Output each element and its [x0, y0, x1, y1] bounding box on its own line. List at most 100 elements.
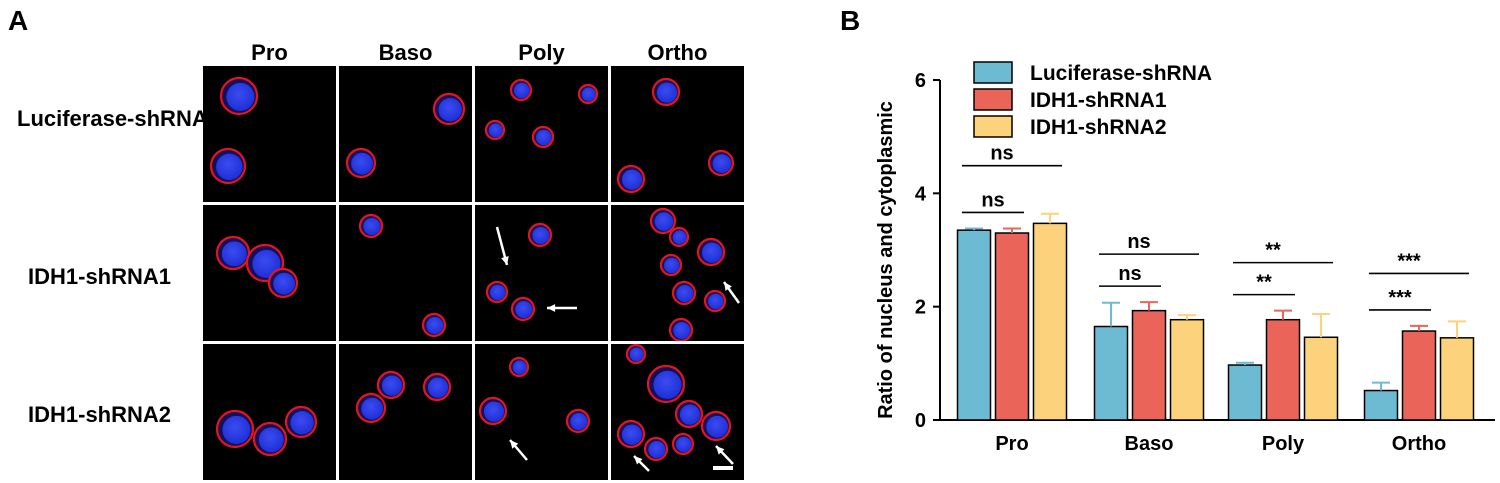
cell	[215, 409, 255, 449]
significance-label: **	[1256, 272, 1272, 294]
legend-swatch	[973, 88, 1013, 111]
significance-label: ***	[1397, 250, 1421, 272]
cell	[267, 267, 299, 299]
row-label: IDH1-shRNA1	[28, 264, 171, 289]
micrograph-grid	[203, 66, 744, 480]
bar	[1131, 309, 1167, 421]
error-bar	[1041, 212, 1059, 224]
micrograph-tile	[475, 66, 608, 202]
column-label-ortho: Ortho	[648, 40, 708, 65]
significance-label: ns	[1118, 263, 1141, 285]
significance-label: ns	[1127, 231, 1150, 253]
cell	[700, 410, 732, 442]
x-tick-label: Poly	[1262, 433, 1305, 455]
legend-label: Luciferase-shRNA	[1030, 62, 1212, 85]
column-label-poly: Poly	[518, 40, 565, 65]
cell	[668, 226, 690, 248]
cell	[527, 222, 553, 248]
cell	[577, 83, 599, 105]
chart-legend: Luciferase-shRNA IDH1-shRNA1 IDH1-shRNA2	[973, 61, 1212, 139]
cell	[252, 421, 288, 457]
tile-background	[339, 66, 472, 202]
cell	[646, 364, 686, 404]
y-tick-label: 6	[915, 70, 926, 92]
error-bar	[1274, 309, 1292, 320]
cell	[484, 119, 506, 141]
bar	[1363, 389, 1399, 421]
cell	[510, 296, 536, 322]
error-bar	[1410, 324, 1428, 332]
bar	[1032, 222, 1068, 421]
significance-label: ***	[1388, 287, 1412, 309]
column-labels: Pro Baso Poly Ortho	[251, 40, 707, 65]
micrograph-tile	[475, 344, 608, 480]
column-label-pro: Pro	[251, 40, 288, 65]
bar	[1439, 337, 1475, 421]
micrograph-panel: A Pro Baso Poly Ortho Luciferase-shRNA IDH1-…	[8, 5, 744, 480]
bar	[956, 229, 992, 421]
cell	[215, 235, 251, 271]
x-tick-label: Pro	[995, 433, 1028, 455]
bar	[1093, 325, 1129, 421]
significance-label: **	[1265, 240, 1281, 262]
cell	[616, 164, 646, 194]
cell	[358, 213, 384, 239]
significance-label: ns	[990, 143, 1013, 165]
arrow-icon	[722, 281, 741, 304]
legend-label: IDH1-shRNA1	[1030, 89, 1167, 112]
column-label-baso: Baso	[379, 40, 433, 65]
x-tick-label: Ortho	[1392, 433, 1446, 455]
cell	[707, 149, 735, 177]
cell	[531, 125, 555, 149]
legend-item: IDH1-shRNA2	[973, 115, 1167, 139]
row-label: Luciferase-shRNA	[17, 106, 208, 131]
cell	[421, 312, 447, 338]
error-bar	[1236, 361, 1254, 366]
significance-bracket: ns	[962, 143, 1062, 167]
error-bar	[1178, 314, 1196, 320]
micrograph-tile	[611, 205, 744, 341]
micrograph-tile	[475, 205, 608, 341]
significance-bracket: **	[1233, 240, 1333, 264]
arrow-icon	[547, 304, 577, 312]
bar	[1169, 318, 1205, 421]
cell	[355, 392, 387, 424]
arrow-icon	[509, 439, 528, 461]
cell	[651, 77, 681, 107]
legend-swatch	[973, 115, 1013, 138]
significance-bracket: ns	[962, 189, 1024, 214]
panel-b-letter: B	[840, 5, 860, 36]
cell	[376, 370, 406, 400]
cell	[671, 432, 695, 456]
micrograph-tile	[339, 66, 472, 202]
bar	[994, 232, 1030, 421]
cell	[649, 207, 677, 235]
bar	[1227, 364, 1263, 421]
bar	[1303, 336, 1339, 421]
error-bar	[1372, 381, 1390, 391]
micrograph-tile	[611, 66, 744, 202]
legend-label: IDH1-shRNA2	[1030, 116, 1167, 139]
cell	[643, 436, 669, 462]
bar-chart-panel: B 0 2 4 6 Ratio of nucleus and cytoplasmic P…	[840, 5, 1495, 455]
cell	[422, 372, 452, 402]
scale-bar	[713, 466, 733, 470]
cell	[696, 237, 726, 267]
row-label: IDH1-shRNA2	[28, 402, 171, 427]
panel-a-letter: A	[8, 5, 28, 36]
legend-swatch	[973, 61, 1013, 84]
error-bar	[1312, 313, 1330, 338]
error-bar	[1140, 301, 1158, 311]
y-tick-label: 2	[915, 297, 926, 319]
cell	[703, 289, 727, 313]
cell	[219, 76, 259, 116]
significance-label: ns	[981, 189, 1004, 211]
error-bar	[1448, 320, 1466, 338]
cell	[625, 344, 647, 365]
y-axis-label: Ratio of nucleus and cytoplasmic	[875, 101, 897, 419]
significance-bracket: ***	[1369, 250, 1469, 275]
tile-background	[203, 344, 336, 480]
significance-bracket: **	[1233, 272, 1295, 296]
cell	[671, 280, 697, 306]
